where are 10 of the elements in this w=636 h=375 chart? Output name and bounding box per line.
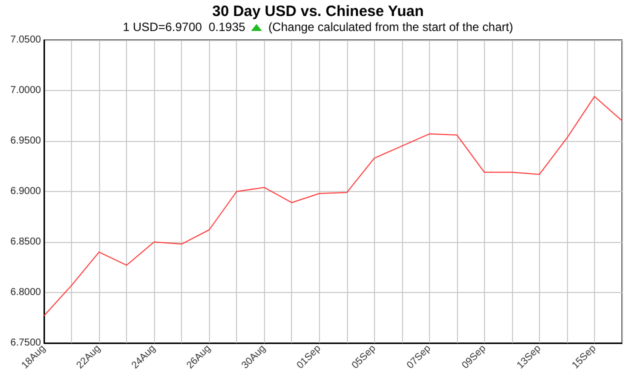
chart-subtitle: 1 USD=6.9700 0.1935 bbox=[122, 20, 246, 34]
y-tick-label: 7.0500 bbox=[10, 34, 42, 46]
y-tick-label: 6.9500 bbox=[10, 136, 42, 146]
y-tick-label: 6.8000 bbox=[10, 287, 42, 298]
text: (Change calculated from the start of the chart) bbox=[268, 20, 514, 34]
y-tick-label: 6.8500 bbox=[10, 236, 42, 248]
line-series bbox=[44, 96, 622, 316]
y-tick-label: 7.0000 bbox=[10, 85, 42, 96]
y-tick-label: 6.9000 bbox=[10, 186, 42, 197]
chart-title: 30 Day USD vs. Chinese Yuan bbox=[211, 3, 425, 20]
